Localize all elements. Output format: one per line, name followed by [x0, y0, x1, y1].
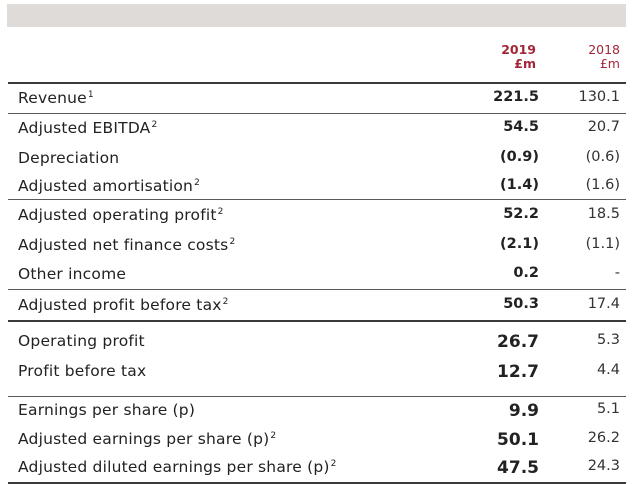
row-value-prior: 4.4: [596, 362, 620, 378]
row-value-current: 52.2: [503, 206, 539, 222]
row-label: Adjusted earnings per share (p)2: [18, 430, 277, 448]
row-value-prior: 5.3: [596, 332, 620, 348]
row-label: Depreciation: [18, 149, 120, 167]
row-value-prior: -: [614, 265, 620, 281]
row-value-current: 50.3: [503, 296, 539, 312]
row-label: Adjusted net finance costs2: [18, 236, 236, 254]
row-value-prior: 5.1: [596, 401, 620, 417]
table-rule-top: [8, 82, 626, 84]
row-value-prior: 24.3: [587, 458, 620, 474]
row-value-current: (1.4): [500, 177, 539, 193]
row-value-prior: (1.6): [585, 177, 620, 193]
row-value-prior: 26.2: [587, 430, 620, 446]
row-value-prior: (1.1): [585, 236, 620, 252]
prior-year-header: 2018 £m: [560, 43, 620, 71]
row-value-prior: 17.4: [587, 296, 620, 312]
current-year: 2019: [501, 42, 536, 57]
current-year-header: 2019 £m: [476, 43, 536, 71]
row-value-prior: 130.1: [578, 89, 620, 105]
row-value-current: (0.9): [500, 149, 539, 165]
row-label: Other income: [18, 265, 127, 283]
row-value-current: (2.1): [500, 236, 539, 252]
row-value-current: 12.7: [497, 362, 539, 382]
row-value-prior: (0.6): [585, 149, 620, 165]
prior-unit: £m: [599, 56, 620, 71]
row-label: Earnings per share (p): [18, 401, 196, 419]
current-unit: £m: [514, 56, 536, 71]
table-rule: [8, 396, 626, 397]
row-value-current: 26.7: [497, 332, 539, 352]
row-value-current: 9.9: [508, 401, 539, 421]
row-label: Profit before tax: [18, 362, 147, 380]
row-value-current: 0.2: [513, 265, 539, 281]
row-label: Adjusted amortisation2: [18, 177, 200, 195]
row-label: Adjusted diluted earnings per share (p)2: [18, 458, 337, 476]
row-label: Adjusted operating profit2: [18, 206, 224, 224]
table-rule: [8, 113, 626, 114]
row-value-current: 50.1: [497, 430, 539, 450]
row-value-current: 54.5: [503, 119, 539, 135]
row-label: Adjusted EBITDA2: [18, 119, 158, 137]
row-value-prior: 18.5: [587, 206, 620, 222]
header-band: [7, 4, 626, 27]
table-rule-bottom: [8, 482, 626, 484]
table-rule: [8, 289, 626, 290]
row-value-prior: 20.7: [587, 119, 620, 135]
row-label: Adjusted profit before tax2: [18, 296, 229, 314]
table-rule: [8, 199, 626, 200]
row-value-current: 221.5: [493, 89, 539, 105]
row-label: Revenue1: [18, 89, 94, 107]
prior-year: 2018: [588, 42, 620, 57]
table-rule: [8, 320, 626, 322]
row-label: Operating profit: [18, 332, 145, 350]
row-value-current: 47.5: [497, 458, 539, 478]
